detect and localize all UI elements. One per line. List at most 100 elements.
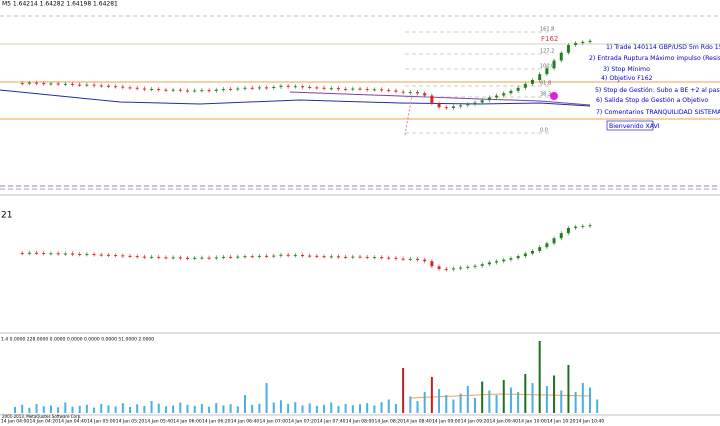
osc-candle [150,256,154,258]
osc-candle [531,251,534,254]
volume-bar [114,406,117,413]
volume-bar [373,405,376,413]
welcome-box [606,120,654,131]
candle [401,91,405,93]
candle [495,95,499,98]
candle [358,88,362,90]
candle [49,83,53,85]
candle [186,90,189,92]
osc-candle [401,258,405,260]
osc-candle [322,256,326,258]
volume-bar [121,403,124,413]
volume-bar [330,402,333,413]
osc-candle [272,255,276,257]
osc-candle [121,255,125,257]
volume-bar [14,407,16,413]
candle [71,83,74,85]
osc-candle [358,256,362,258]
candle [27,82,31,84]
volume-bar [93,407,96,413]
candle [516,87,520,91]
candle [63,83,67,85]
candle [243,87,247,89]
candle [581,41,585,44]
osc-candle [92,254,96,256]
time-label: 14 Jan 05:40 [145,419,174,425]
fib-anchor [404,94,413,136]
fib-label: 0.0 [540,128,548,134]
volume-bar [150,401,153,413]
osc-candle [114,255,118,257]
osc-candle [85,254,89,256]
osc-candle [566,228,570,234]
candle [286,85,290,87]
volume-bar [581,383,584,413]
volume-bar [258,403,261,413]
osc-candle [63,253,67,255]
volume-bar [359,404,361,413]
volume-bar [502,380,505,413]
osc-candle [214,257,218,259]
osc-candle [250,256,254,258]
candle [207,90,211,92]
annotation: 7) Comentarios TRANQUILIDAD SISTEMA [596,109,720,116]
osc-candle [164,257,168,259]
time-label: 14 Jan 05:20 [116,419,145,425]
osc-candle [538,247,542,251]
volume-bar [129,407,131,413]
annotation: 6) Salida Stop de Gestión a Objetivo [596,96,708,104]
time-label: 14 Jan 09:00 [432,419,461,425]
candle [523,83,527,88]
volume-bar [553,375,556,413]
osc-candle [408,258,412,260]
volume-bar [272,402,275,413]
osc-candle [308,255,312,257]
candle [416,92,419,94]
candle [502,93,506,96]
time-label: 14 Jan 06:00 [173,419,202,425]
volume-bar [100,404,103,413]
candle [171,89,175,91]
volume-bar [157,403,160,413]
osc-candle [502,259,506,262]
osc-candle [372,257,376,259]
osc-candle [78,254,82,256]
volume-bar [222,405,225,413]
subwindow-label: 21 [1,211,12,221]
candle [566,45,570,53]
osc-candle [559,233,563,239]
volume-info: 1.4 0.0000 228.0000 0.0000 0.0000 0.0000… [1,337,154,343]
volume-bar [409,396,412,413]
volume-bar [387,399,390,413]
volume-bar [193,405,196,413]
osc-candle [380,257,384,259]
entry-marker [550,92,558,100]
candle [322,87,326,89]
volume-bar [244,395,246,413]
osc-candle [71,253,74,255]
candle [221,88,225,90]
candle [459,105,463,107]
candle [56,83,60,85]
candle [301,86,304,88]
osc-candle [344,256,348,258]
volume-bar [474,398,476,413]
candle [78,84,82,86]
time-label: 14 Jan 06:40 [231,419,260,425]
candle [423,93,427,96]
volume-bar [179,402,182,413]
candle [178,89,182,91]
annotation: 5) Stop de Gestión: Subo a BE +2 al pasa… [595,86,720,94]
osc-candle [293,255,297,257]
time-label: 14 Jan 07:40 [317,419,346,425]
osc-candle [178,257,182,259]
target-label: F162 [541,35,558,43]
volume-bar [35,404,38,413]
volume-bar [445,395,448,413]
candle [150,88,154,90]
symbol-info: M5 1.64214 1.64282 1.64198 1.64281 [2,1,118,8]
fib-label: 161.8 [540,27,554,33]
time-label: 14 Jan 08:00 [346,419,375,425]
candle [552,60,556,69]
volume-bar [215,403,218,413]
